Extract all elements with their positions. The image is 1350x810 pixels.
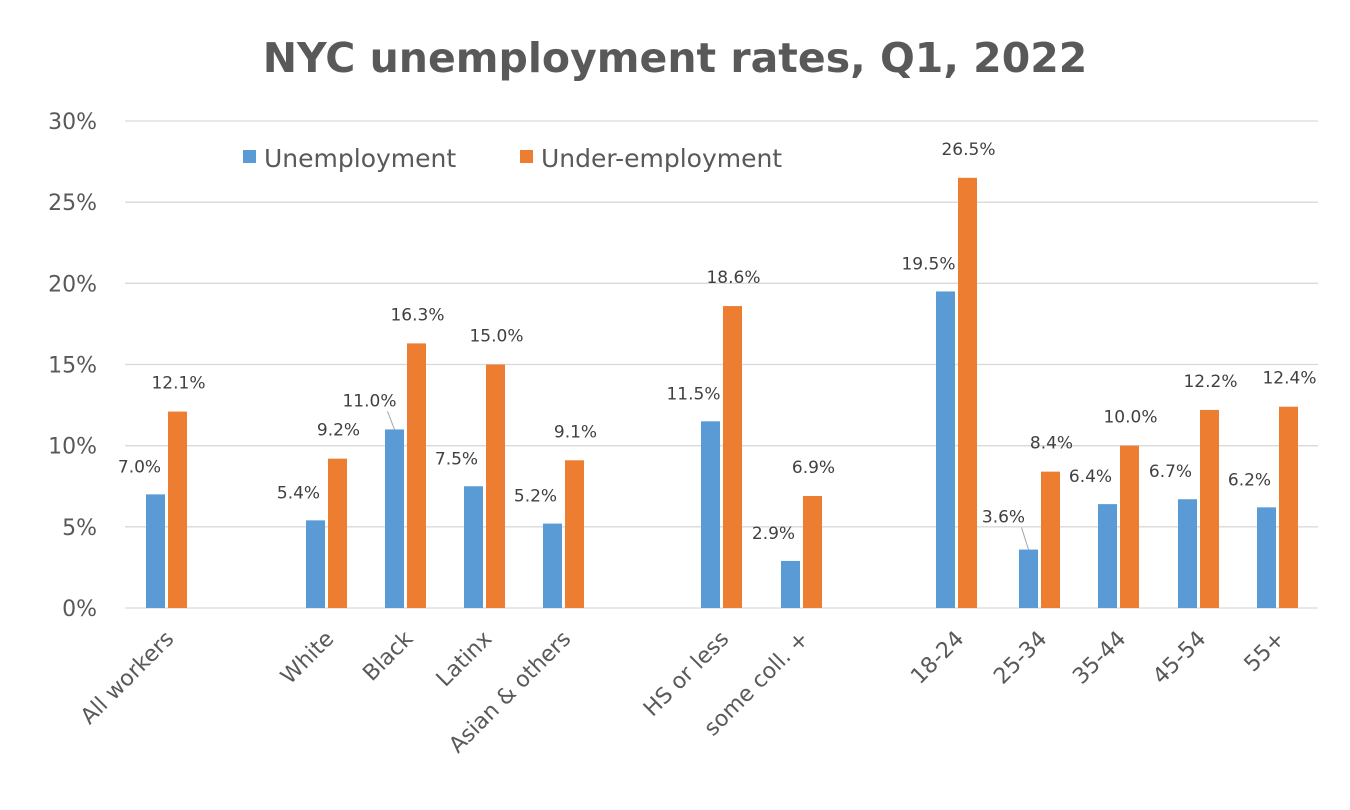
data-label-unemployment: 5.2% <box>514 487 557 507</box>
leader-line <box>1021 527 1029 550</box>
bar-under-employment <box>723 306 742 608</box>
bar-under-employment <box>1200 409 1219 608</box>
bar-unemployment <box>1178 499 1197 608</box>
bar-unemployment <box>1098 504 1117 608</box>
leader-line <box>387 411 395 430</box>
data-label-under-employment: 10.0% <box>1103 408 1157 428</box>
bars <box>146 177 1298 609</box>
bar-under-employment <box>958 177 977 609</box>
data-label-under-employment: 18.6% <box>706 268 760 288</box>
x-tick-label: All workers <box>76 627 179 730</box>
data-label-under-employment: 16.3% <box>390 305 444 325</box>
bar-under-employment <box>1041 471 1060 608</box>
data-label-under-employment: 12.1% <box>151 374 205 394</box>
x-tick-label: 25-34 <box>989 627 1052 690</box>
bar-unemployment <box>306 520 325 608</box>
data-label-unemployment: 6.2% <box>1228 470 1271 490</box>
x-tick-label: Latinx <box>432 627 497 692</box>
bar-under-employment <box>803 495 822 608</box>
bar-unemployment <box>936 291 955 608</box>
data-label-under-employment: 26.5% <box>941 140 995 160</box>
bar-unemployment <box>543 523 562 608</box>
x-tick-label: 35-44 <box>1068 627 1131 690</box>
bar-unemployment <box>1019 549 1038 608</box>
data-labels: 7.0% 12.1% 5.4% 9.2% 11.0% 16.3% 7.5% 15.0% 5.2%… <box>118 140 1317 550</box>
legend: Unemployment Under-employment <box>243 144 782 173</box>
bar-under-employment <box>486 364 505 608</box>
bar-under-employment <box>1120 445 1139 608</box>
legend-swatch-unemployment <box>243 150 256 163</box>
bar-under-employment <box>407 343 426 608</box>
data-label-under-employment: 12.4% <box>1262 369 1316 389</box>
bar-unemployment <box>781 560 800 608</box>
gridlines <box>125 120 1318 609</box>
data-label-under-employment: 8.4% <box>1030 434 1073 454</box>
bar-under-employment <box>168 411 187 608</box>
legend-label-under-employment: Under-employment <box>541 144 782 173</box>
y-tick-label: 25% <box>48 191 97 216</box>
legend-label-unemployment: Unemployment <box>264 144 456 173</box>
bar-under-employment <box>565 460 584 608</box>
y-tick-label: 30% <box>48 110 97 135</box>
data-label-unemployment: 6.4% <box>1069 467 1112 487</box>
data-label-under-employment: 15.0% <box>469 327 523 347</box>
y-tick-label: 15% <box>48 354 97 379</box>
data-label-unemployment: 7.0% <box>118 457 161 477</box>
bar-unemployment <box>701 421 720 608</box>
data-label-under-employment: 9.1% <box>554 422 597 442</box>
data-label-unemployment: 11.5% <box>666 384 720 404</box>
x-tick-label: 45-54 <box>1148 627 1211 690</box>
data-label-unemployment: 11.0% <box>342 391 396 411</box>
y-axis-ticks: 0% 5% 10% 15% 20% 25% 30% <box>48 110 97 622</box>
x-tick-label: 18-24 <box>906 627 969 690</box>
y-tick-label: 0% <box>62 597 97 622</box>
x-tick-label: Black <box>358 626 418 686</box>
data-label-under-employment: 9.2% <box>317 421 360 441</box>
chart-title: NYC unemployment rates, Q1, 2022 <box>263 34 1088 82</box>
data-label-unemployment: 7.5% <box>435 449 478 469</box>
legend-swatch-under-employment <box>520 150 533 163</box>
bar-unemployment <box>146 494 165 608</box>
data-label-unemployment: 19.5% <box>901 254 955 274</box>
y-tick-label: 10% <box>48 435 97 460</box>
bar-unemployment <box>464 486 483 608</box>
x-tick-label: 55+ <box>1240 627 1291 678</box>
data-label-unemployment: 5.4% <box>277 483 320 503</box>
data-label-under-employment: 6.9% <box>792 458 835 478</box>
bar-unemployment <box>385 429 404 608</box>
data-label-unemployment: 2.9% <box>752 524 795 544</box>
data-label-unemployment: 3.6% <box>982 508 1025 528</box>
y-tick-label: 20% <box>48 272 97 297</box>
x-tick-label: White <box>276 627 339 690</box>
bar-unemployment <box>1257 507 1276 608</box>
data-label-unemployment: 6.7% <box>1149 462 1192 482</box>
data-label-under-employment: 12.2% <box>1183 372 1237 392</box>
y-tick-label: 5% <box>62 516 97 541</box>
bar-under-employment <box>328 458 347 608</box>
bar-under-employment <box>1279 406 1298 608</box>
